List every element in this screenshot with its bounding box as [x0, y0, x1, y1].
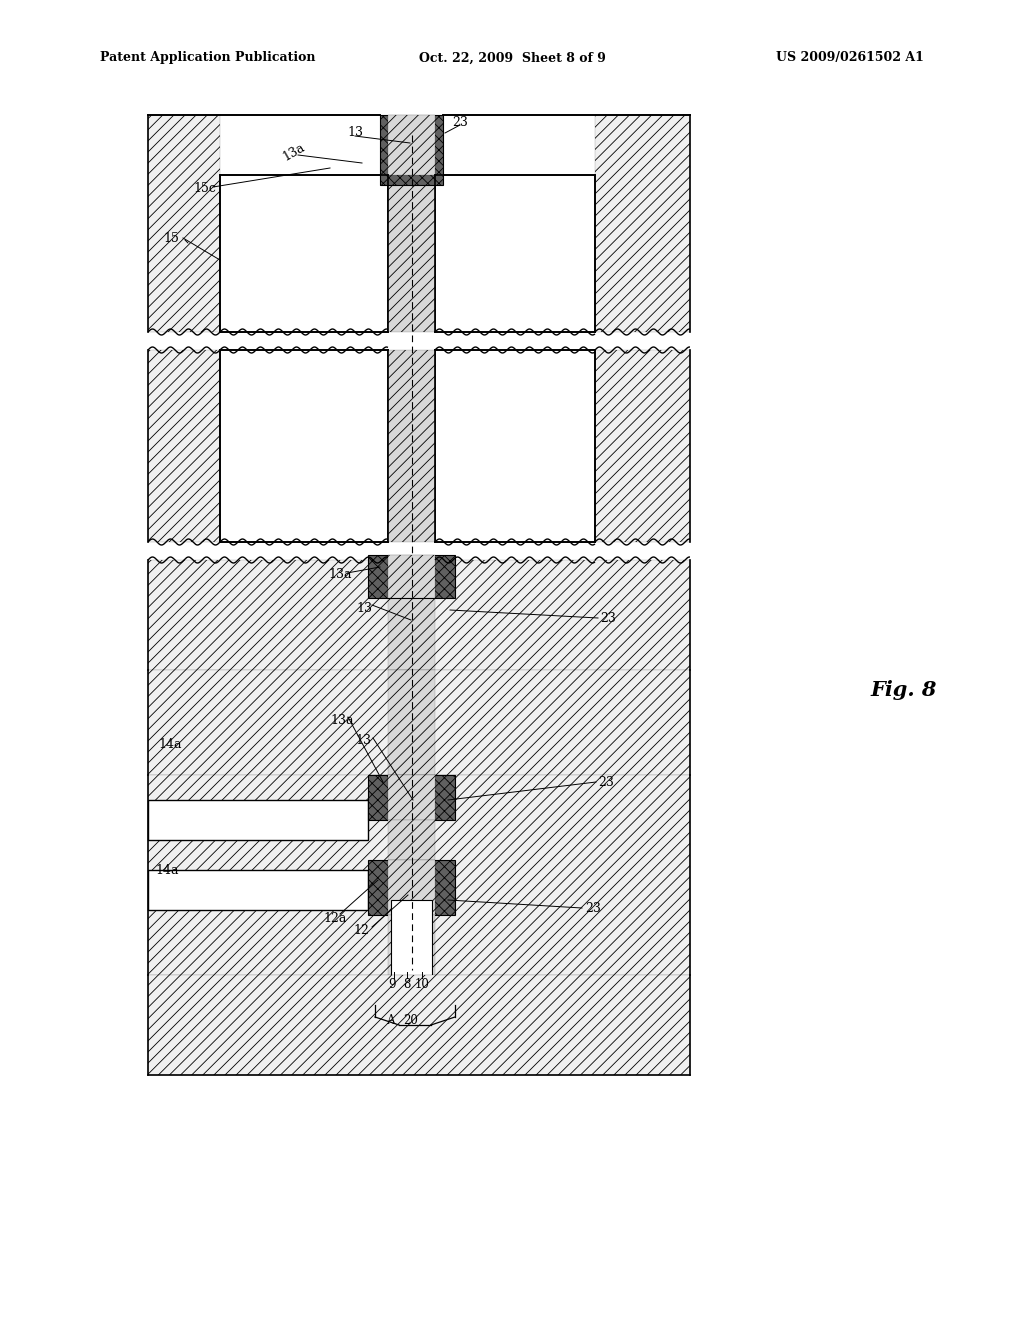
Text: 13: 13 — [355, 734, 371, 747]
Bar — [388, 554, 435, 598]
Bar — [388, 560, 435, 671]
Text: 23: 23 — [600, 611, 615, 624]
Bar — [220, 176, 388, 333]
Bar — [391, 900, 432, 975]
Text: 14a: 14a — [155, 863, 178, 876]
Text: 9: 9 — [388, 978, 395, 991]
Bar — [148, 560, 690, 671]
Bar — [388, 861, 435, 915]
Text: Fig. 8: Fig. 8 — [870, 680, 936, 700]
Text: US 2009/0261502 A1: US 2009/0261502 A1 — [776, 51, 924, 65]
Bar — [595, 115, 690, 333]
Bar — [148, 115, 220, 333]
Bar — [220, 350, 388, 543]
Text: 10: 10 — [415, 978, 430, 991]
Bar — [368, 554, 455, 598]
Text: 20: 20 — [403, 1014, 418, 1027]
Text: 13a: 13a — [330, 714, 353, 726]
Text: 14a: 14a — [158, 738, 181, 751]
Text: Patent Application Publication: Patent Application Publication — [100, 51, 315, 65]
Bar — [388, 115, 435, 176]
Text: 23: 23 — [452, 116, 468, 128]
Bar — [595, 350, 690, 543]
Text: 12a: 12a — [323, 912, 346, 924]
Text: 23: 23 — [598, 776, 613, 788]
Bar — [148, 775, 690, 975]
Text: 13a: 13a — [328, 569, 351, 582]
Text: Oct. 22, 2009  Sheet 8 of 9: Oct. 22, 2009 Sheet 8 of 9 — [419, 51, 605, 65]
Text: 15c: 15c — [193, 181, 216, 194]
Bar — [388, 820, 435, 861]
Bar — [148, 800, 368, 840]
Text: 13: 13 — [356, 602, 372, 615]
Text: 15: 15 — [163, 231, 179, 244]
Bar — [435, 176, 595, 333]
Text: 13a: 13a — [280, 140, 307, 164]
Bar — [435, 350, 595, 543]
Bar — [148, 870, 368, 909]
Bar — [148, 671, 690, 775]
Bar — [380, 115, 443, 185]
Bar — [388, 176, 435, 333]
Bar — [148, 975, 690, 1074]
Text: 8: 8 — [403, 978, 411, 991]
Bar — [368, 861, 455, 915]
Bar — [388, 350, 435, 543]
Text: A: A — [386, 1014, 394, 1027]
Text: 13: 13 — [347, 127, 362, 140]
Bar — [388, 775, 435, 820]
Bar — [388, 671, 435, 775]
Bar — [368, 775, 455, 820]
Text: 12: 12 — [353, 924, 369, 936]
Bar — [148, 350, 220, 543]
Text: 23: 23 — [585, 902, 601, 915]
Bar — [388, 915, 435, 975]
